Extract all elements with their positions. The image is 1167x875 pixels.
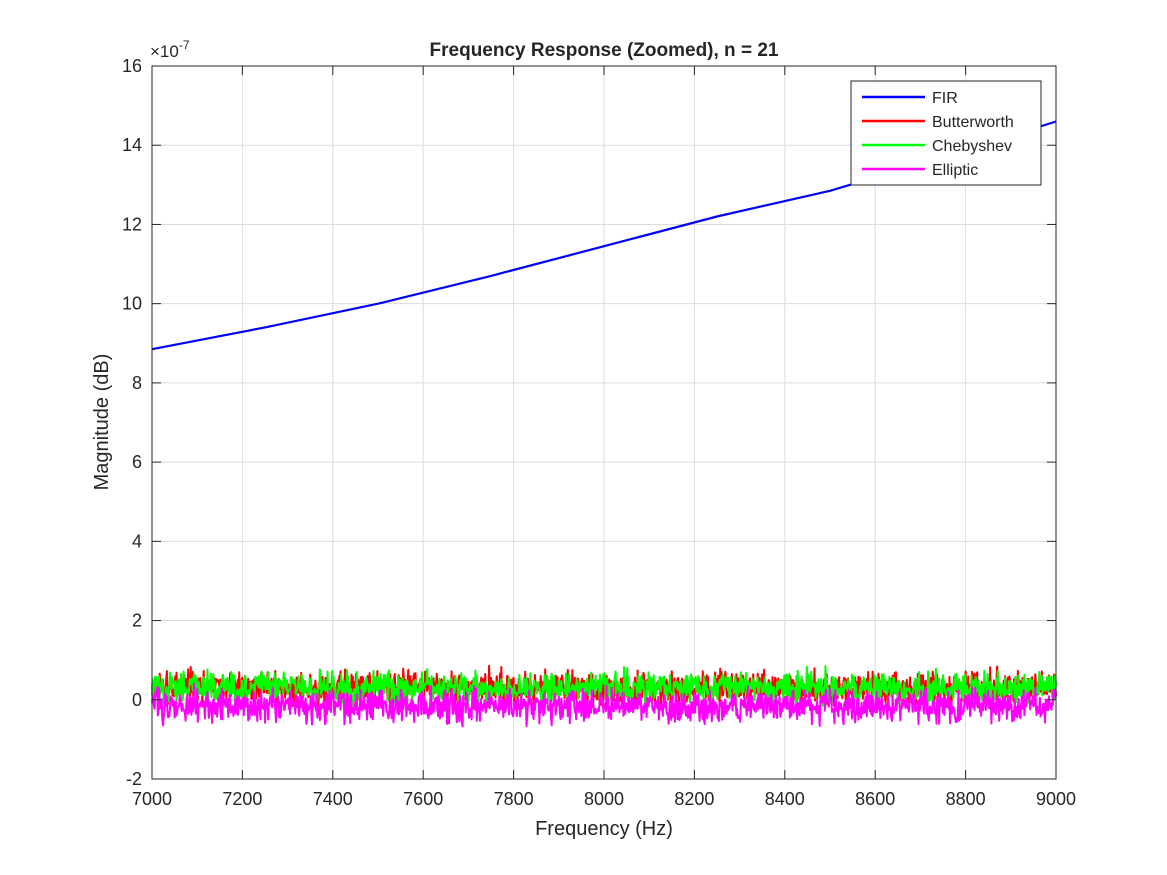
y-axis-title: Magnitude (dB): [91, 354, 113, 491]
x-tick-label: 7000: [132, 789, 172, 809]
legend-box: [850, 80, 1042, 186]
legend-label-fir: FIR: [932, 90, 958, 107]
y-tick-label: 14: [122, 135, 142, 155]
x-tick-label: 7400: [313, 789, 353, 809]
x-axis-title: Frequency (Hz): [535, 818, 673, 840]
y-tick-label: 6: [132, 452, 142, 472]
y-tick-label: 12: [122, 214, 142, 234]
legend: FIR Butterworth Chebyshev Elliptic: [850, 80, 1042, 186]
y-scale-exponent-power: -7: [179, 38, 190, 52]
legend-label-elliptic: Elliptic: [932, 162, 978, 179]
ticks: [151, 65, 1057, 780]
x-tick-labels: 7000 7200 7400 7600 7800 8000 8200 8400 8600 8800…: [132, 789, 1076, 809]
y-tick-label: 8: [132, 373, 142, 393]
series-layer: [151, 120, 1057, 728]
x-tick-label: 7800: [494, 789, 534, 809]
series-line-elliptic: [151, 682, 1057, 728]
x-tick-label: 8400: [765, 789, 805, 809]
y-scale-exponent-base: ×10: [150, 42, 179, 61]
y-tick-labels: -2 0 2 4 6 8 10 12 14 16: [122, 56, 142, 789]
x-tick-label: 8600: [855, 789, 895, 809]
y-tick-label: 16: [122, 56, 142, 76]
y-tick-label: 10: [122, 294, 142, 314]
x-tick-label: 9000: [1036, 789, 1076, 809]
x-tick-label: 7200: [222, 789, 262, 809]
y-tick-label: 4: [132, 531, 142, 551]
x-tick-label: 8000: [584, 789, 624, 809]
y-tick-label: 2: [132, 611, 142, 631]
y-tick-label: -2: [126, 769, 142, 789]
x-tick-label: 7600: [403, 789, 443, 809]
chart-title: Frequency Response (Zoomed), n = 21: [430, 40, 779, 61]
x-tick-label: 8200: [674, 789, 714, 809]
series-line-chebyshev: [151, 665, 1057, 710]
x-tick-label: 8800: [946, 789, 986, 809]
legend-label-chebyshev: Chebyshev: [932, 138, 1012, 155]
y-scale-exponent: ×10-7: [150, 38, 190, 61]
y-tick-label: 0: [132, 690, 142, 710]
legend-label-butterworth: Butterworth: [932, 114, 1014, 131]
